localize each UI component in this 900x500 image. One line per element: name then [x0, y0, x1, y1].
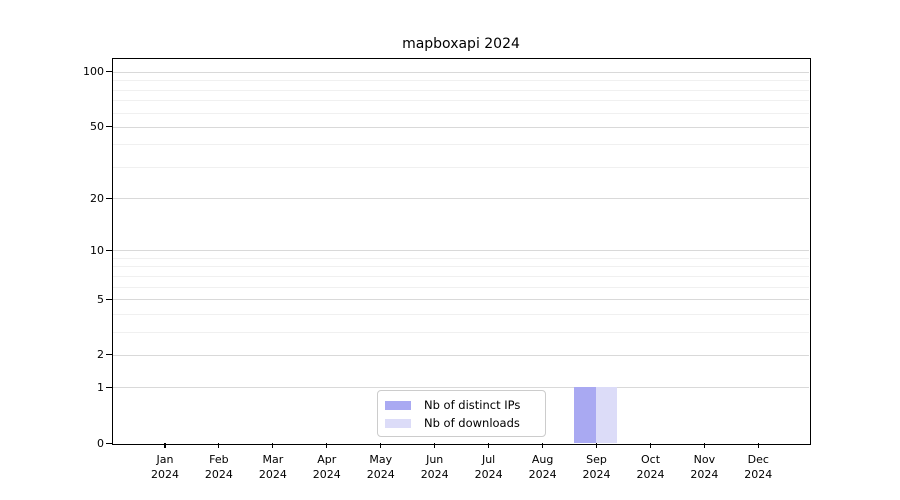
- y-gridline-minor: [113, 266, 809, 268]
- x-tick: [542, 443, 544, 449]
- y-tick-label: 20: [90, 191, 104, 205]
- y-gridline-major: [113, 387, 809, 389]
- y-gridline-minor: [113, 100, 809, 102]
- y-tick-label: 50: [90, 120, 104, 134]
- x-tick-label-aug: Aug 2024: [528, 453, 557, 481]
- legend: Nb of distinct IPs Nb of downloads: [377, 390, 546, 437]
- y-gridline-minor: [113, 313, 809, 315]
- x-tick-label-may: May 2024: [366, 453, 395, 481]
- x-tick: [703, 443, 705, 449]
- legend-swatch-downloads: [385, 418, 411, 428]
- y-tick-label: 10: [90, 243, 104, 257]
- legend-label-distinct-ips: Nb of distinct IPs: [424, 398, 521, 412]
- legend-swatch-distinct-ips: [385, 400, 411, 410]
- y-gridline-minor: [113, 258, 809, 259]
- x-tick: [434, 443, 436, 449]
- y-tick-label: 2: [97, 348, 104, 362]
- bar-downloads-sep: [595, 387, 617, 444]
- legend-entry-distinct-ips: Nb of distinct IPs: [385, 397, 537, 413]
- legend-label-downloads: Nb of downloads: [424, 416, 520, 430]
- x-tick-label-jul: Jul 2024: [474, 453, 503, 481]
- y-tick: [106, 71, 112, 73]
- x-tick-label-dec: Dec 2024: [744, 453, 773, 481]
- x-tick: [164, 443, 166, 449]
- y-gridline-major: [113, 198, 809, 200]
- y-gridline-major: [113, 71, 809, 73]
- y-tick: [106, 197, 112, 199]
- x-tick: [757, 443, 759, 449]
- y-gridline-major: [113, 250, 809, 252]
- y-gridline-minor: [113, 166, 809, 168]
- y-gridline-major: [113, 126, 809, 128]
- y-gridline-minor: [113, 144, 809, 146]
- x-tick: [380, 443, 382, 449]
- y-gridline-minor: [113, 331, 809, 333]
- x-tick-label-mar: Mar 2024: [258, 453, 287, 481]
- x-tick: [649, 443, 652, 449]
- x-tick: [595, 443, 598, 449]
- y-tick: [106, 298, 112, 300]
- legend-entry-downloads: Nb of downloads: [385, 415, 537, 431]
- y-tick-label: 0: [97, 436, 104, 450]
- y-tick-label: 1: [97, 380, 104, 394]
- bar-distinct-ips-sep: [574, 387, 596, 444]
- x-tick-label-apr: Apr 2024: [312, 453, 341, 481]
- y-tick-label: 100: [83, 65, 104, 79]
- y-tick-label: 5: [97, 292, 104, 306]
- x-tick: [218, 443, 220, 449]
- x-tick-label-jan: Jan 2024: [151, 453, 179, 481]
- x-tick-label-nov: Nov 2024: [690, 453, 719, 481]
- y-gridline-minor: [113, 275, 809, 277]
- x-tick-label-feb: Feb 2024: [204, 453, 233, 481]
- chart-title: mapboxapi 2024: [402, 36, 520, 52]
- y-tick: [106, 442, 112, 444]
- x-tick-label-oct: Oct 2024: [636, 453, 665, 481]
- y-gridline-minor: [113, 112, 809, 114]
- x-tick: [488, 443, 490, 449]
- y-tick: [106, 354, 112, 356]
- y-gridline-minor: [113, 89, 809, 91]
- y-gridline-major: [113, 354, 809, 356]
- x-tick-label-jun: Jun 2024: [420, 453, 449, 481]
- y-gridline-minor: [113, 80, 809, 82]
- y-tick: [106, 126, 112, 128]
- x-tick: [272, 443, 274, 449]
- y-gridline-major: [113, 299, 809, 301]
- y-gridline-minor: [113, 286, 809, 288]
- x-tick-label-sep: Sep 2024: [582, 453, 611, 481]
- y-tick: [106, 249, 112, 251]
- y-tick: [106, 386, 112, 388]
- plot-area: [112, 58, 811, 445]
- x-tick: [326, 443, 328, 449]
